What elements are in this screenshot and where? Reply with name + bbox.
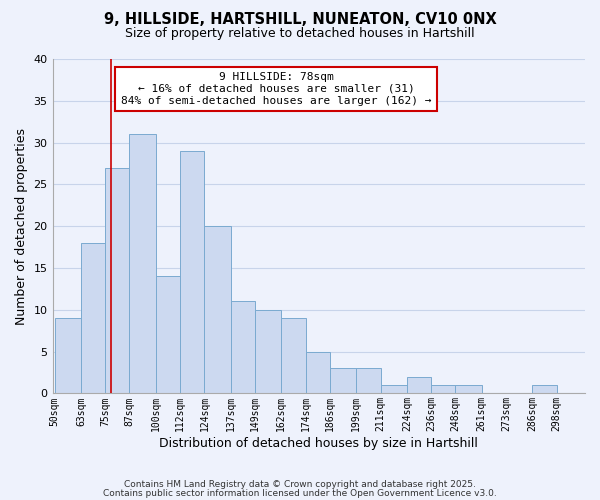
Bar xyxy=(81,243,105,394)
Bar xyxy=(305,352,330,394)
Bar xyxy=(105,168,130,394)
Bar xyxy=(380,385,407,394)
Text: Contains HM Land Registry data © Crown copyright and database right 2025.: Contains HM Land Registry data © Crown c… xyxy=(124,480,476,489)
Bar xyxy=(156,276,180,394)
Bar xyxy=(356,368,380,394)
Bar xyxy=(455,385,482,394)
Text: 9 HILLSIDE: 78sqm
← 16% of detached houses are smaller (31)
84% of semi-detached: 9 HILLSIDE: 78sqm ← 16% of detached hous… xyxy=(121,72,431,106)
Bar xyxy=(130,134,156,394)
Text: Contains public sector information licensed under the Open Government Licence v3: Contains public sector information licen… xyxy=(103,488,497,498)
Bar xyxy=(532,385,557,394)
Bar xyxy=(431,385,455,394)
Y-axis label: Number of detached properties: Number of detached properties xyxy=(15,128,28,324)
Bar xyxy=(255,310,281,394)
X-axis label: Distribution of detached houses by size in Hartshill: Distribution of detached houses by size … xyxy=(160,437,478,450)
Bar xyxy=(407,376,431,394)
Bar xyxy=(180,151,205,394)
Bar xyxy=(281,318,305,394)
Bar xyxy=(330,368,356,394)
Text: Size of property relative to detached houses in Hartshill: Size of property relative to detached ho… xyxy=(125,28,475,40)
Bar xyxy=(231,302,255,394)
Bar xyxy=(205,226,231,394)
Bar xyxy=(55,318,81,394)
Text: 9, HILLSIDE, HARTSHILL, NUNEATON, CV10 0NX: 9, HILLSIDE, HARTSHILL, NUNEATON, CV10 0… xyxy=(104,12,496,28)
